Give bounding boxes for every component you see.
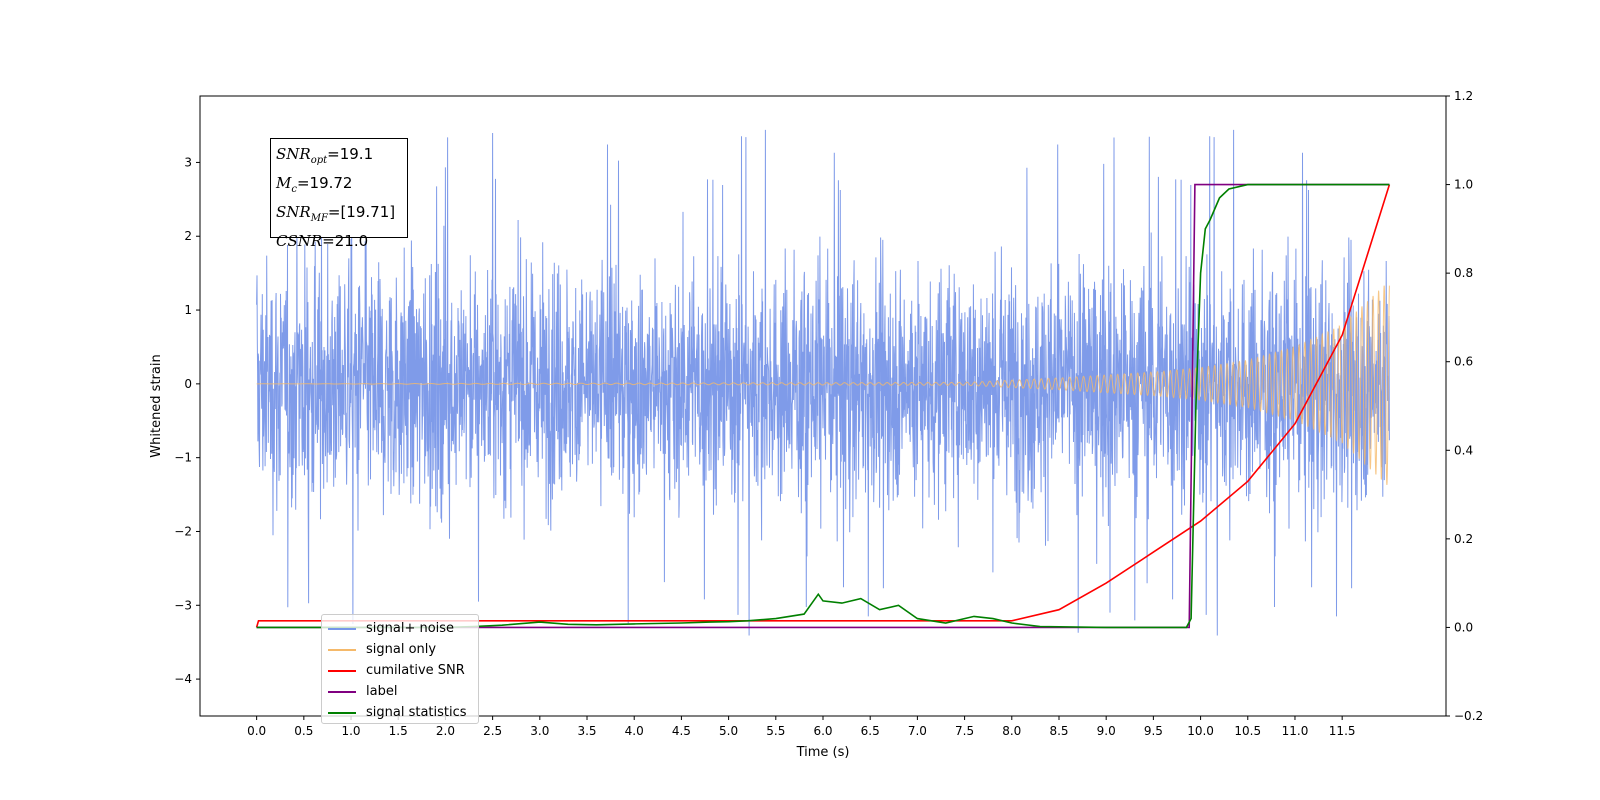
- legend: signal+ noise signal only cumilative SNR…: [321, 614, 479, 724]
- y-right-tick-label: 0.0: [1454, 620, 1473, 634]
- snr-opt-line: SNRopt=19.1: [276, 143, 407, 172]
- y-axis-right-ticks: −0.2 0.0 0.2 0.4 0.6 0.8 1.0 1.2: [1446, 89, 1483, 723]
- x-tick-label: 0.5: [294, 724, 313, 738]
- csnr-symbol: CSNR: [276, 232, 323, 250]
- snr-mf-line: SNRMF=[19.71]: [276, 201, 407, 230]
- series-layer: [255, 129, 1391, 636]
- x-tick-label: 8.5: [1049, 724, 1068, 738]
- legend-label: label: [366, 684, 398, 699]
- legend-swatch: [328, 690, 356, 693]
- legend-swatch: [328, 627, 356, 630]
- x-tick-label: 10.5: [1234, 724, 1261, 738]
- x-tick-label: 0.0: [247, 724, 266, 738]
- snr-mf-subscript: MF: [310, 213, 328, 224]
- x-tick-label: 5.0: [719, 724, 738, 738]
- x-tick-label: 1.0: [341, 724, 360, 738]
- x-tick-label: 9.0: [1097, 724, 1116, 738]
- legend-label: signal+ noise: [366, 621, 455, 636]
- y-right-tick-label: 0.8: [1454, 266, 1473, 280]
- x-tick-label: 9.5: [1144, 724, 1163, 738]
- csnr-line: CSNR=21.0: [276, 230, 407, 252]
- snr-info-box: SNRopt=19.1 Mc=19.72 SNRMF=[19.71] CSNR=…: [270, 138, 408, 250]
- legend-swatch: [328, 669, 356, 672]
- y-left-tick-label: 1: [184, 303, 192, 317]
- y-right-tick-label: −0.2: [1454, 709, 1483, 723]
- series-cumulative-snr: [255, 184, 1391, 628]
- csnr-value: =21.0: [322, 232, 369, 250]
- x-tick-label: 2.5: [483, 724, 502, 738]
- y-axis-left-ticks: −4 −3 −2 −1 0 1 2 3: [174, 155, 200, 686]
- x-tick-label: 3.5: [577, 724, 596, 738]
- y-right-tick-label: 1.0: [1454, 178, 1473, 192]
- snr-opt-subscript: opt: [310, 155, 328, 166]
- snr-opt-symbol: SNR: [276, 145, 311, 163]
- series-signal-only: [256, 285, 1390, 485]
- x-tick-label: 4.5: [672, 724, 691, 738]
- x-tick-label: 8.0: [1002, 724, 1021, 738]
- x-tick-label: 11.0: [1282, 724, 1309, 738]
- y-left-tick-label: 3: [184, 155, 192, 169]
- x-tick-label: 2.0: [436, 724, 455, 738]
- y-right-tick-label: 1.2: [1454, 89, 1473, 103]
- snr-opt-value: =19.1: [327, 145, 374, 163]
- legend-label: signal only: [366, 642, 437, 657]
- mc-line: Mc=19.72: [276, 172, 407, 201]
- x-tick-label: 5.5: [766, 724, 785, 738]
- y-axis-label: Whitened strain: [149, 354, 164, 457]
- legend-swatch: [328, 711, 356, 714]
- snr-mf-symbol: SNR: [276, 203, 311, 221]
- mc-symbol: M: [276, 174, 292, 192]
- mc-value: =19.72: [296, 174, 353, 192]
- x-tick-label: 7.5: [955, 724, 974, 738]
- snr-mf-value: =[19.71]: [327, 203, 396, 221]
- y-right-tick-label: 0.6: [1454, 355, 1473, 369]
- y-left-tick-label: 0: [184, 377, 192, 391]
- y-left-tick-label: −1: [174, 451, 192, 465]
- y-left-tick-label: −3: [174, 598, 192, 612]
- legend-item-cumulative-snr: cumilative SNR: [328, 660, 478, 681]
- x-tick-label: 6.5: [861, 724, 880, 738]
- legend-label: signal statistics: [366, 705, 467, 720]
- mc-subscript: c: [291, 184, 297, 195]
- y-left-tick-label: −4: [174, 672, 192, 686]
- legend-item-signal-statistics: signal statistics: [328, 702, 478, 723]
- legend-item-signal-noise: signal+ noise: [328, 618, 478, 639]
- x-axis-label: Time (s): [796, 745, 850, 760]
- y-left-tick-label: −2: [174, 524, 192, 538]
- x-tick-label: 10.0: [1187, 724, 1214, 738]
- x-tick-label: 1.5: [389, 724, 408, 738]
- y-left-tick-label: 2: [184, 229, 192, 243]
- legend-item-signal-only: signal only: [328, 639, 478, 660]
- x-tick-label: 7.0: [908, 724, 927, 738]
- x-axis-ticks: 0.0 0.5 1.0 1.5 2.0 2.5 3.0 3.5 4.0 4.5 5.0 5.5 6.0 6…: [247, 716, 1356, 738]
- x-tick-label: 4.0: [625, 724, 644, 738]
- series-signal-statistics: [256, 183, 1390, 629]
- x-tick-label: 3.0: [530, 724, 549, 738]
- legend-swatch: [328, 648, 356, 651]
- x-tick-label: 11.5: [1329, 724, 1356, 738]
- x-tick-label: 6.0: [813, 724, 832, 738]
- y-right-tick-label: 0.2: [1454, 532, 1473, 546]
- legend-label: cumilative SNR: [366, 663, 465, 678]
- y-right-tick-label: 0.4: [1454, 443, 1473, 457]
- legend-item-label: label: [328, 681, 478, 702]
- series-signal-noise: [256, 129, 1390, 636]
